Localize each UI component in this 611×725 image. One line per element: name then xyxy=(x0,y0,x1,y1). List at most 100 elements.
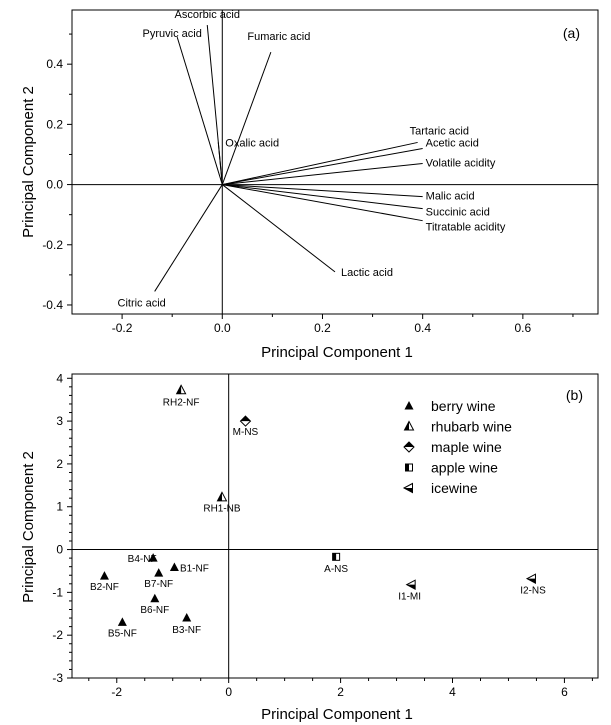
score-label-b6-nf: B6-NF xyxy=(140,605,169,616)
panel-b-x-axis-label: Principal Component 1 xyxy=(261,706,413,723)
legend-marker-icewine-fill xyxy=(404,488,413,493)
loading-label-titratable-acidity: Titratable acidity xyxy=(426,222,506,234)
score-label-m-ns: M-NS xyxy=(233,427,259,438)
panel-a-frame xyxy=(71,9,599,315)
score-label-i1-mi: I1-MI xyxy=(398,592,421,603)
score-point-b4-nf xyxy=(148,553,158,562)
score-point-rh2-nf xyxy=(175,384,187,395)
legend-label-maple-wine: maple wine xyxy=(431,439,502,455)
score-point-b3-nf-shape xyxy=(182,613,192,622)
loading-vector-acetic-acid xyxy=(222,147,423,186)
score-point-b2-nf xyxy=(99,571,109,580)
panel-b-x-tick-label: 4 xyxy=(449,685,456,699)
score-point-b1-nf xyxy=(169,562,179,572)
loading-vector-oxalic-acid xyxy=(217,142,223,185)
legend-label-berry-wine: berry wine xyxy=(431,398,496,414)
loading-label-pyruvic-acid: Pyruvic acid xyxy=(143,28,202,40)
loading-label-citric-acid: Citric acid xyxy=(118,297,166,309)
score-point-b4-nf-shape xyxy=(148,553,158,562)
loading-label-ascorbic-acid: Ascorbic acid xyxy=(175,9,240,21)
loading-label-volatile-acidity: Volatile acidity xyxy=(426,158,496,170)
panel-b-frame xyxy=(71,373,599,679)
loading-label-malic-acid: Malic acid xyxy=(426,191,475,203)
score-point-rh1-nb-fill xyxy=(217,492,222,501)
score-label-b5-nf: B5-NF xyxy=(108,628,137,639)
panel-a-y-tick-label: -0.2 xyxy=(42,238,63,252)
score-label-rh2-nf: RH2-NF xyxy=(163,397,200,408)
panel-b-x-tick-label: 6 xyxy=(561,685,568,699)
panel-b-y-axis-label: Principal Component 2 xyxy=(20,451,37,603)
panel-a-x-tick-label: -0.2 xyxy=(112,321,133,335)
score-point-b5-nf xyxy=(117,617,127,626)
legend-marker-maple-wine-fill xyxy=(404,442,414,447)
panel-a-x-tick-label: 0.4 xyxy=(414,321,431,335)
legend-label-apple-wine: apple wine xyxy=(431,460,498,476)
panel-a-tag: (a) xyxy=(563,25,580,41)
loading-vector-tartaric-acid xyxy=(222,141,418,186)
loading-vector-malic-acid xyxy=(222,184,423,198)
score-label-b4-nf: B4-NF xyxy=(128,554,157,565)
legend-label-icewine: icewine xyxy=(431,480,478,496)
score-point-b7-nf xyxy=(154,568,164,577)
panel-a-y-tick-label: 0.4 xyxy=(46,57,63,71)
panel-a-x-axis-label: Principal Component 1 xyxy=(261,344,413,361)
loading-vector-titratable-acidity xyxy=(222,184,423,222)
score-point-a-ns-fill xyxy=(332,553,337,561)
score-label-b3-nf: B3-NF xyxy=(172,625,201,636)
legend-marker-maple-wine xyxy=(403,441,415,453)
score-label-rh1-nb: RH1-NB xyxy=(203,503,241,514)
score-point-i2-ns xyxy=(525,573,536,584)
panel-a-x-tick-label: 0.0 xyxy=(214,321,231,335)
panel-a-loadings: -0.2 0.0 0.2 0.4 0.6 -0.4 -0.2 0.0 0.2 0.4 Ascorb… xyxy=(20,9,599,361)
score-point-b7-nf-shape xyxy=(154,568,164,577)
loading-vector-succinic-acid xyxy=(222,184,423,210)
loading-label-oxalic-acid: Oxalic acid xyxy=(225,137,279,149)
panel-a-y-tick-label: -0.4 xyxy=(42,298,63,312)
loading-vector-citric-acid xyxy=(154,184,223,292)
panel-b-y-tick-label: 0 xyxy=(56,543,63,557)
score-point-b6-nf xyxy=(150,593,160,603)
loading-label-lactic-acid: Lactic acid xyxy=(341,267,393,279)
loading-label-fumaric-acid: Fumaric acid xyxy=(247,31,310,43)
panel-b-y-tick-label: 3 xyxy=(56,414,63,428)
panel-a-y-tick-label: 0.2 xyxy=(46,117,63,131)
panel-b-legend: berry wine rhubarb wine maple wine apple wi… xyxy=(402,398,512,496)
panel-b-tag: (b) xyxy=(566,387,583,403)
panel-b-y-tick-label: -2 xyxy=(52,628,63,642)
score-point-b6-nf-shape xyxy=(150,593,160,603)
loading-vector-lactic-acid xyxy=(221,184,336,273)
score-point-b3-nf xyxy=(182,613,192,622)
loading-vector-pyruvic-acid xyxy=(176,36,223,185)
panel-a-y-axis-label: Principal Component 2 xyxy=(20,86,37,238)
legend-marker-apple-wine-fill xyxy=(405,464,409,471)
score-point-b1-nf-shape xyxy=(169,562,179,572)
legend-marker-rhubarb-wine-fill xyxy=(404,421,409,430)
score-point-b5-nf-shape xyxy=(117,617,127,626)
panel-b-x-tick-label: -2 xyxy=(111,685,122,699)
panel-a-x-tick-label: 0.6 xyxy=(515,321,532,335)
panel-b-y-tick-label: 4 xyxy=(56,371,63,385)
score-point-i2-ns-fill xyxy=(526,578,536,584)
panel-b-y-tick-label: -1 xyxy=(52,585,63,599)
loading-label-acetic-acid: Acetic acid xyxy=(426,137,479,149)
legend-label-rhubarb-wine: rhubarb wine xyxy=(431,419,512,435)
legend-marker-berry-wine-shape xyxy=(404,401,414,410)
legend-marker-rhubarb-wine xyxy=(403,420,415,431)
score-label-a-ns: A-NS xyxy=(324,564,348,575)
score-point-a-ns xyxy=(332,552,341,561)
legend-marker-icewine xyxy=(402,482,413,494)
loading-vector-volatile-acidity xyxy=(222,163,423,186)
panel-b-y-tick-label: -3 xyxy=(52,671,63,685)
legend-marker-berry-wine xyxy=(404,401,414,410)
panel-b-scores: -2 0 2 4 6 -3 -2 -1 0 1 2 3 4 RH2-NF M-NS RH1-NB A-NS I1… xyxy=(20,371,599,723)
panel-b-y-tick-label: 2 xyxy=(56,457,63,471)
score-point-i1-mi-fill xyxy=(406,584,416,590)
score-point-b2-nf-shape xyxy=(99,571,109,580)
score-point-m-ns xyxy=(239,415,252,427)
loading-label-tartaric-acid: Tartaric acid xyxy=(410,125,469,137)
loading-vector-fumaric-acid xyxy=(221,51,272,185)
score-point-m-ns-fill xyxy=(240,416,251,422)
panel-a-x-tick-label: 0.2 xyxy=(314,321,331,335)
loading-label-succinic-acid: Succinic acid xyxy=(426,207,490,219)
